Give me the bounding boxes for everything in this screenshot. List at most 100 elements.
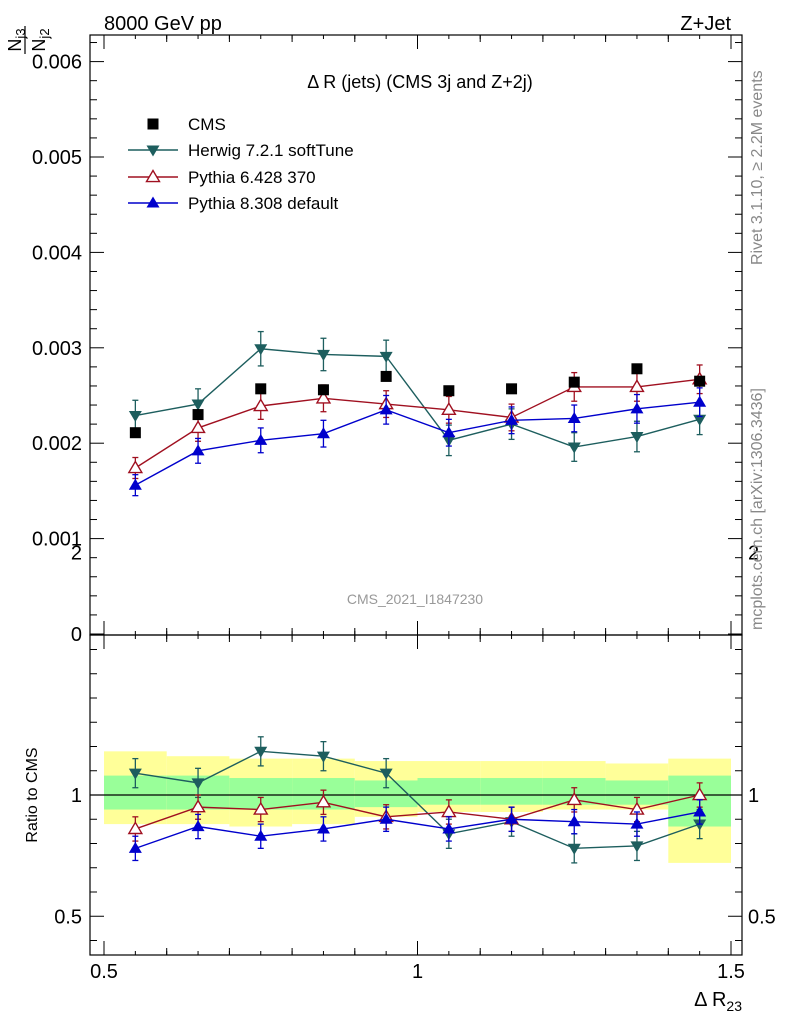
ratio-point-pythia-8-308-default [442,822,456,834]
point-cms [192,409,204,421]
series-line-pythia-6-428-370 [134,378,700,469]
point-pythia-6-428-370 [629,379,645,393]
y-tick-label: 0.002 [32,433,82,455]
ratio-point-pythia-8-308-default [191,820,205,832]
ratio-point-pythia-6-428-370 [127,821,144,835]
side-label-mcplots: mcplots.cern.ch [arXiv:1306.3436] [749,388,766,630]
y-axis-label-den: Nj2 [29,28,52,51]
point-pythia-8-308-default [316,427,330,439]
x-axis-label: Δ R23 [694,989,742,1014]
ratio-point-pythia-8-308-default [630,817,644,829]
ratio-point-pythia-6-428-370 [315,794,332,808]
legend-marker-herwig-7-2-1-softtune [146,145,160,157]
point-pythia-6-428-370 [315,390,332,404]
point-pythia-8-308-default [630,402,644,414]
x-tick-label: 0.5 [90,961,118,983]
legend-label-herwig-7-2-1-softtune: Herwig 7.2.1 softTune [188,141,354,160]
legend: CMS Herwig 7.2.1 softTune Pythia 6.428 370… [128,115,354,213]
point-cms [129,427,141,439]
header-right: Z+Jet [680,13,731,35]
legend-label-pythia-8-308-default: Pythia 8.308 default [188,194,339,213]
point-cms [443,385,455,397]
ratio-y-tick-label: 0.5 [54,906,82,928]
side-label-rivet: Rivet 3.1.10, ≥ 2.2M events [749,70,766,265]
point-herwig-7-2-1-softtune [191,399,205,411]
y-tick-label: 0.004 [32,242,82,264]
ratio-point-pythia-8-308-default [316,822,330,834]
ratio-y-tick-label: 1 [71,785,82,807]
y-tick-label: 0.003 [32,338,82,360]
point-herwig-7-2-1-softtune [693,414,707,426]
ratio-point-herwig-7-2-1-softtune [379,768,393,780]
ratio-point-herwig-7-2-1-softtune [630,841,644,853]
y-tick-label: 0.001 [32,529,82,551]
point-herwig-7-2-1-softtune [379,351,393,363]
y-tick-label: 0 [71,624,82,646]
point-cms [255,383,267,395]
y-axis-label-num: Nj3 [5,28,28,51]
ratio-point-pythia-8-308-default [693,805,707,817]
ratio-y-tick-label-right: 2 [748,543,759,565]
ratio-point-herwig-7-2-1-softtune [567,843,581,855]
point-pythia-8-308-default [693,395,707,407]
x-tick-label: 1.5 [717,961,745,983]
point-pythia-8-308-default [191,444,205,456]
ratio-point-herwig-7-2-1-softtune [316,751,330,763]
ratio-point-herwig-7-2-1-softtune [128,768,142,780]
point-pythia-8-308-default [128,478,142,490]
point-cms [694,375,706,387]
point-herwig-7-2-1-softtune [567,442,581,454]
legend-label-pythia-6-428-370: Pythia 6.428 370 [188,168,316,187]
ratio-point-herwig-7-2-1-softtune [254,746,268,758]
ratio-point-pythia-6-428-370 [190,799,206,813]
ratio-point-pythia-8-308-default [505,812,519,824]
legend-marker-pythia-8-308-default [146,196,160,208]
legend-label-cms: CMS [188,115,226,134]
point-cms [317,384,329,396]
series-line-pythia-8-308-default [135,401,700,486]
ratio-line-herwig-7-2-1-softtune [135,750,700,850]
x-tick-label: 1 [412,961,423,983]
point-pythia-6-428-370 [190,420,206,434]
point-cms [380,370,392,382]
point-cms [506,383,518,395]
ratio-band-green [480,778,543,805]
point-cms [568,376,580,388]
ratio-point-pythia-8-308-default [128,841,142,853]
ratio-point-pythia-6-428-370 [566,791,582,806]
point-cms [631,363,643,375]
point-pythia-8-308-default [254,433,268,445]
point-pythia-8-308-default [379,403,393,415]
analysis-watermark: CMS_2021_I1847230 [347,591,483,607]
header-left: 8000 GeV pp [104,13,222,35]
ratio-y-axis-label: Ratio to CMS [24,747,41,842]
ratio-line-pythia-6-428-370 [135,794,700,830]
series-line-herwig-7-2-1-softtune [135,348,700,448]
point-pythia-8-308-default [567,411,581,423]
ratio-point-herwig-7-2-1-softtune [693,819,707,831]
ratio-point-pythia-8-308-default [379,812,393,824]
ratio-line-pythia-8-308-default [135,811,700,850]
point-pythia-8-308-default [442,426,456,438]
legend-marker-pythia-6-428-370 [145,169,161,183]
point-pythia-6-428-370 [253,398,269,412]
chart-title: Δ R (jets) (CMS 3j and Z+2j) [307,72,533,92]
y-axis-label: Nj3 Nj2 [5,26,52,54]
point-pythia-6-428-370 [127,460,144,474]
point-herwig-7-2-1-softtune [254,344,268,356]
ratio-point-pythia-8-308-default [254,829,268,841]
ratio-y-tick-label-right: 0.5 [748,906,776,928]
point-pythia-6-428-370 [441,401,457,416]
ratio-plot: 0.5 1 1.5 0.5 0.5 1 1 2 2 [54,543,776,984]
legend-marker-cms [147,118,159,130]
ratio-point-herwig-7-2-1-softtune [191,778,205,790]
point-herwig-7-2-1-softtune [630,431,644,444]
ratio-y-tick-label: 2 [71,543,82,565]
y-tick-label: 0.006 [32,52,82,74]
point-pythia-8-308-default [505,413,519,425]
ratio-y-tick-label-right: 1 [748,785,759,807]
main-plot: 0 0.001 0.002 0.003 0.004 0.005 0.006 [32,34,743,955]
point-herwig-7-2-1-softtune [316,349,330,361]
ratio-point-pythia-8-308-default [567,815,581,827]
